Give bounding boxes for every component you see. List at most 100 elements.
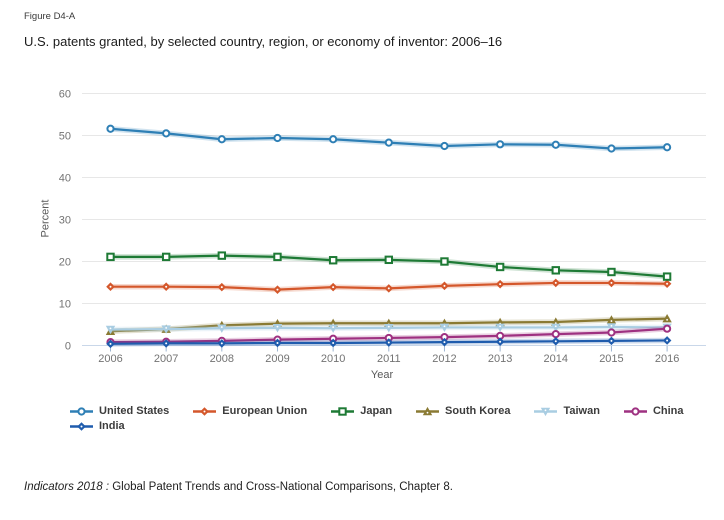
x-tick-label-2015: 2015 [599,353,623,365]
point-taiwan-2013 [495,323,505,333]
united-states-legend-glyph [77,406,86,416]
x-tick-label-2007: 2007 [154,353,178,365]
point-japan-2013 [495,262,505,272]
x-tick-label-2006: 2006 [98,353,122,365]
point-japan-2011 [384,255,394,265]
european-union-legend-glyph [200,406,210,416]
point-european-union-2010 [328,282,338,292]
point-india-2006 [106,339,115,349]
x-axis-title: Year [370,369,394,381]
china-legend-glyph [631,406,640,416]
point-united-states-2010 [329,135,338,144]
legend-label: India [99,420,125,432]
point-taiwan-2015 [606,323,617,332]
point-india-2015 [607,336,616,346]
point-taiwan-2011 [384,324,394,333]
legend-item-south-korea[interactable]: South Korea [416,405,510,417]
point-european-union-2006 [106,282,115,291]
point-taiwan-2009 [272,324,283,333]
x-tick-label-2009: 2009 [265,353,289,365]
united-states-legend-marker-icon [70,406,93,416]
x-tick-label-2010: 2010 [321,353,345,365]
point-taiwan-2014 [551,323,561,333]
point-south-korea-2016 [662,314,672,323]
point-india-2007 [161,339,171,348]
legend-label: European Union [222,405,308,417]
page-title: U.S. patents granted, by selected countr… [24,34,503,49]
point-india-2016 [662,336,672,345]
y-tick-label-20: 20 [59,257,71,269]
point-japan-2006 [106,252,115,262]
y-tick-label-40: 40 [59,173,71,185]
legend-item-japan[interactable]: Japan [331,405,392,417]
point-japan-2008 [217,251,227,260]
source-note-italic: Indicators 2018 : [24,481,110,493]
point-taiwan-2007 [161,325,171,334]
y-axis-title: Percent [39,199,52,238]
point-india-2014 [551,337,561,346]
legend-label: Japan [360,405,393,417]
point-taiwan-2012 [439,323,450,333]
point-united-states-2015 [607,144,616,153]
point-taiwan-2008 [217,324,227,333]
point-united-states-2014 [551,140,560,149]
point-united-states-2011 [384,138,393,147]
series-united-states [106,124,672,153]
point-india-2012 [440,337,449,347]
point-european-union-2007 [161,282,171,291]
legend-item-taiwan[interactable]: Taiwan [534,405,600,417]
legend-label: China [652,405,684,417]
y-tick-label-10: 10 [59,299,71,311]
point-united-states-2006 [106,124,115,133]
figure-label: Figure D4-A [24,11,76,22]
point-japan-2009 [273,252,282,262]
series-european-union [106,278,672,294]
legend-label: United States [99,405,170,417]
point-india-2011 [384,338,394,347]
point-japan-2015 [607,267,616,277]
series-taiwan [105,323,672,335]
point-united-states-2008 [217,135,226,144]
point-china-2014 [551,330,560,339]
point-japan-2014 [551,266,560,275]
x-tick-label-2008: 2008 [210,353,234,365]
y-tick-label-60: 60 [59,89,71,101]
point-european-union-2016 [662,279,672,289]
legend-item-united-states[interactable]: United States [70,405,169,417]
point-united-states-2009 [273,133,282,143]
point-european-union-2014 [551,278,561,288]
point-japan-2010 [328,256,338,265]
point-india-2009 [273,338,282,348]
point-japan-2016 [662,272,672,281]
point-european-union-2009 [273,285,282,294]
point-japan-2012 [440,257,449,266]
series-japan [106,251,672,281]
point-india-2010 [328,338,338,348]
india-legend-marker-icon [70,421,93,431]
legend-item-european-union[interactable]: European Union [193,405,307,417]
point-united-states-2012 [440,141,449,151]
point-european-union-2012 [440,281,449,291]
south-korea-legend-marker-icon [416,406,440,415]
x-tick-label-2011: 2011 [377,353,401,365]
y-tick-label-0: 0 [65,341,71,353]
european-union-legend-marker-icon [193,406,217,416]
series-india [106,336,672,349]
japan-legend-marker-icon [331,406,355,416]
point-european-union-2008 [217,282,227,292]
x-tick-label-2014: 2014 [544,353,568,365]
point-south-korea-2015 [606,315,617,324]
point-european-union-2015 [607,278,616,288]
legend-label: Taiwan [563,405,600,417]
point-united-states-2013 [496,140,505,149]
point-china-2016 [663,324,672,333]
legend-item-india[interactable]: India [70,420,125,432]
point-taiwan-2010 [328,324,338,333]
y-tick-label-30: 30 [59,215,71,227]
point-european-union-2013 [495,279,505,289]
legend-item-china[interactable]: China [623,405,684,417]
point-japan-2007 [161,252,171,262]
point-india-2013 [495,337,505,347]
